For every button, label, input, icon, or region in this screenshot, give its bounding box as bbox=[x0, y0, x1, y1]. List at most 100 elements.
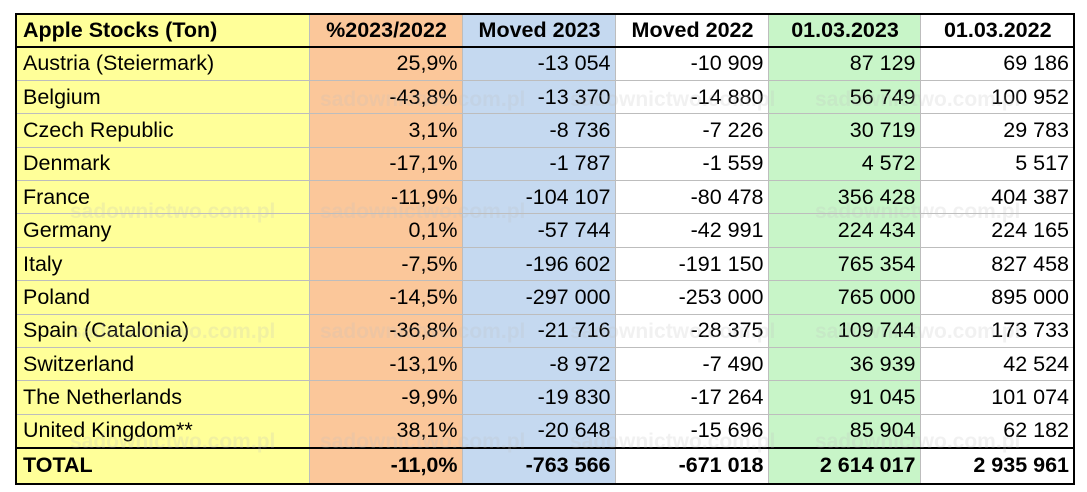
percent-change-cell: -14,5% bbox=[308, 280, 462, 315]
moved-2023-cell: -13 370 bbox=[461, 80, 615, 115]
table-row: United Kingdom** 38,1% -20 648 -15 696 85 90… bbox=[15, 414, 1074, 449]
stock-2022-cell: 5 517 bbox=[919, 147, 1074, 182]
table-row: Switzerland -13,1% -8 972 -7 490 36 939 42 52… bbox=[15, 347, 1074, 382]
stock-2023-cell: 765 354 bbox=[767, 247, 920, 282]
header-moved-2022: Moved 2022 bbox=[614, 14, 768, 48]
country-cell: Denmark bbox=[15, 147, 309, 182]
moved-2022-cell: -7 490 bbox=[614, 347, 768, 382]
stock-2022-cell: 101 074 bbox=[919, 380, 1074, 415]
stock-2022-cell: 100 952 bbox=[919, 80, 1074, 115]
stock-2023-cell: 4 572 bbox=[767, 147, 920, 182]
percent-change-cell: 38,1% bbox=[308, 414, 462, 449]
total-moved-2023: -763 566 bbox=[461, 446, 615, 485]
stock-2022-cell: 827 458 bbox=[919, 247, 1074, 282]
country-cell: Poland bbox=[15, 280, 309, 315]
table-row: France -11,9% -104 107 -80 478 356 428 404 38… bbox=[15, 180, 1074, 215]
stock-2023-cell: 85 904 bbox=[767, 414, 920, 449]
moved-2023-cell: -8 972 bbox=[461, 347, 615, 382]
moved-2022-cell: -10 909 bbox=[614, 47, 768, 81]
moved-2023-cell: -196 602 bbox=[461, 247, 615, 282]
header-country: Apple Stocks (Ton) bbox=[15, 14, 309, 48]
table-row: Italy -7,5% -196 602 -191 150 765 354 827 458 bbox=[15, 247, 1074, 282]
moved-2022-cell: -15 696 bbox=[614, 414, 768, 449]
moved-2023-cell: -297 000 bbox=[461, 280, 615, 315]
percent-change-cell: -17,1% bbox=[308, 147, 462, 182]
moved-2023-cell: -20 648 bbox=[461, 414, 615, 449]
stock-2022-cell: 404 387 bbox=[919, 180, 1074, 215]
stock-2023-cell: 224 434 bbox=[767, 213, 920, 248]
total-stock-2023: 2 614 017 bbox=[767, 446, 920, 485]
total-percent-change: -11,0% bbox=[308, 446, 462, 485]
stock-2023-cell: 109 744 bbox=[767, 314, 920, 349]
moved-2022-cell: -42 991 bbox=[614, 213, 768, 248]
country-cell: Italy bbox=[15, 247, 309, 282]
total-moved-2022: -671 018 bbox=[614, 446, 768, 485]
percent-change-cell: -43,8% bbox=[308, 80, 462, 115]
moved-2022-cell: -191 150 bbox=[614, 247, 768, 282]
moved-2022-cell: -80 478 bbox=[614, 180, 768, 215]
moved-2022-cell: -253 000 bbox=[614, 280, 768, 315]
stock-2022-cell: 29 783 bbox=[919, 113, 1074, 148]
moved-2022-cell: -28 375 bbox=[614, 314, 768, 349]
percent-change-cell: -9,9% bbox=[308, 380, 462, 415]
country-cell: France bbox=[15, 180, 309, 215]
stock-2022-cell: 42 524 bbox=[919, 347, 1074, 382]
stock-2022-cell: 224 165 bbox=[919, 213, 1074, 248]
moved-2023-cell: -57 744 bbox=[461, 213, 615, 248]
header-moved-2023: Moved 2023 bbox=[461, 14, 615, 48]
percent-change-cell: -7,5% bbox=[308, 247, 462, 282]
moved-2023-cell: -1 787 bbox=[461, 147, 615, 182]
moved-2022-cell: -14 880 bbox=[614, 80, 768, 115]
stock-2023-cell: 56 749 bbox=[767, 80, 920, 115]
table-row: The Netherlands -9,9% -19 830 -17 264 91 045… bbox=[15, 380, 1074, 415]
header-stock-2023: 01.03.2023 bbox=[767, 14, 920, 48]
header-stock-2022: 01.03.2022 bbox=[919, 14, 1074, 48]
table-row: Belgium -43,8% -13 370 -14 880 56 749 100 952 bbox=[15, 80, 1074, 115]
header-row: Apple Stocks (Ton) %2023/2022 Moved 2023… bbox=[15, 14, 1074, 48]
table-row: Czech Republic 3,1% -8 736 -7 226 30 719 29 7… bbox=[15, 113, 1074, 148]
stock-2023-cell: 91 045 bbox=[767, 380, 920, 415]
percent-change-cell: -13,1% bbox=[308, 347, 462, 382]
total-row: TOTAL -11,0% -763 566 -671 018 2 614 017 2 93… bbox=[15, 446, 1074, 485]
country-cell: Belgium bbox=[15, 80, 309, 115]
country-cell: The Netherlands bbox=[15, 380, 309, 415]
table-row: Austria (Steiermark) 25,9% -13 054 -10 909 8… bbox=[15, 47, 1074, 81]
country-cell: Austria (Steiermark) bbox=[15, 47, 309, 81]
total-stock-2022: 2 935 961 bbox=[919, 446, 1074, 485]
moved-2022-cell: -7 226 bbox=[614, 113, 768, 148]
country-cell: Spain (Catalonia) bbox=[15, 314, 309, 349]
stock-2023-cell: 356 428 bbox=[767, 180, 920, 215]
percent-change-cell: -11,9% bbox=[308, 180, 462, 215]
moved-2023-cell: -8 736 bbox=[461, 113, 615, 148]
moved-2023-cell: -13 054 bbox=[461, 47, 615, 81]
country-cell: Czech Republic bbox=[15, 113, 309, 148]
stock-2022-cell: 69 186 bbox=[919, 47, 1074, 81]
country-cell: Switzerland bbox=[15, 347, 309, 382]
percent-change-cell: 3,1% bbox=[308, 113, 462, 148]
stock-2023-cell: 30 719 bbox=[767, 113, 920, 148]
total-label: TOTAL bbox=[15, 446, 309, 485]
percent-change-cell: 25,9% bbox=[308, 47, 462, 81]
table-row: Poland -14,5% -297 000 -253 000 765 000 895 0… bbox=[15, 280, 1074, 315]
moved-2022-cell: -17 264 bbox=[614, 380, 768, 415]
table-row: Denmark -17,1% -1 787 -1 559 4 572 5 517 bbox=[15, 147, 1074, 182]
moved-2023-cell: -21 716 bbox=[461, 314, 615, 349]
moved-2023-cell: -104 107 bbox=[461, 180, 615, 215]
stock-2022-cell: 62 182 bbox=[919, 414, 1074, 449]
country-cell: United Kingdom** bbox=[15, 414, 309, 449]
stock-2022-cell: 895 000 bbox=[919, 280, 1074, 315]
apple-stocks-table-container: Apple Stocks (Ton) %2023/2022 Moved 2023… bbox=[15, 13, 1075, 485]
percent-change-cell: -36,8% bbox=[308, 314, 462, 349]
apple-stocks-table: Apple Stocks (Ton) %2023/2022 Moved 2023… bbox=[15, 13, 1075, 485]
moved-2023-cell: -19 830 bbox=[461, 380, 615, 415]
table-row: Germany 0,1% -57 744 -42 991 224 434 224 165 bbox=[15, 213, 1074, 248]
table-row: Spain (Catalonia) -36,8% -21 716 -28 375 109… bbox=[15, 314, 1074, 349]
stock-2023-cell: 87 129 bbox=[767, 47, 920, 81]
country-cell: Germany bbox=[15, 213, 309, 248]
moved-2022-cell: -1 559 bbox=[614, 147, 768, 182]
percent-change-cell: 0,1% bbox=[308, 213, 462, 248]
stock-2023-cell: 765 000 bbox=[767, 280, 920, 315]
stock-2023-cell: 36 939 bbox=[767, 347, 920, 382]
stock-2022-cell: 173 733 bbox=[919, 314, 1074, 349]
header-percent-change: %2023/2022 bbox=[308, 14, 462, 48]
